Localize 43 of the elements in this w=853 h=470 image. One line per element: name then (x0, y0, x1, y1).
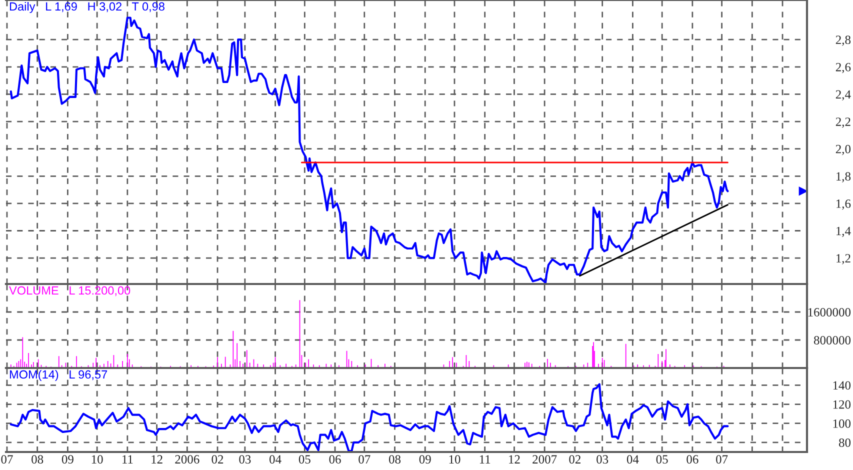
y-tick-label: 1600000 (808, 308, 851, 316)
x-tick-label: 07 (358, 455, 370, 464)
x-tick-label: 03 (239, 455, 251, 464)
y-tick-label: 100 (833, 419, 851, 428)
chart-title: VOLUME L 15.200,00 (9, 286, 130, 296)
chart-title: Daily L 1,69 H 3,02 T 0,98 (10, 2, 164, 14)
x-tick-label: 12 (152, 455, 162, 464)
y-tick-label: 1,4 (836, 226, 851, 238)
y-tick-label: 1,8 (836, 172, 851, 182)
x-tick-label: 11 (480, 455, 490, 464)
x-tick-label: 05 (298, 455, 310, 464)
x-tick-label: 02 (569, 455, 580, 464)
y-tick-label: 2,8 (836, 36, 851, 46)
y-tick-label: 120 (833, 400, 851, 409)
y-tick-label: 2,0 (836, 144, 851, 156)
y-tick-label: 1,2 (836, 254, 850, 264)
x-tick-label: 04 (270, 455, 282, 464)
x-tick-label: 09 (419, 455, 431, 464)
y-tick-label: 2,4 (836, 90, 851, 100)
x-tick-label: 05 (656, 455, 668, 464)
x-tick-label: 09 (62, 455, 74, 464)
x-tick-label: 08 (32, 455, 44, 464)
x-tick-label: 2006 (175, 455, 200, 464)
x-tick-label: 07 (716, 455, 728, 464)
y-tick-label: 800000 (814, 336, 851, 344)
x-tick-label: 08 (388, 455, 401, 464)
x-tick-label: 10 (449, 455, 460, 464)
x-tick-label: 02 (212, 455, 224, 464)
x-tick-label: 07 (1, 455, 13, 464)
x-tick-label: 10 (92, 455, 103, 464)
y-tick-label: 140 (833, 381, 851, 390)
x-tick-label: 2007 (532, 455, 557, 464)
y-tick-label: 1,6 (836, 200, 851, 210)
y-tick-label: 80 (838, 438, 851, 447)
x-tick-label: 06 (329, 455, 341, 464)
x-tick-label: 12 (509, 455, 520, 464)
x-tick-label: 03 (596, 455, 608, 464)
x-tick-label: 06 (686, 455, 698, 464)
y-tick-label: 2,2 (836, 118, 850, 128)
x-tick-label: 04 (626, 455, 639, 464)
x-tick-label: 11 (122, 455, 133, 464)
chart-title: MOM(14) L 96,57 (10, 370, 108, 381)
y-tick-label: 2,6 (836, 62, 851, 74)
